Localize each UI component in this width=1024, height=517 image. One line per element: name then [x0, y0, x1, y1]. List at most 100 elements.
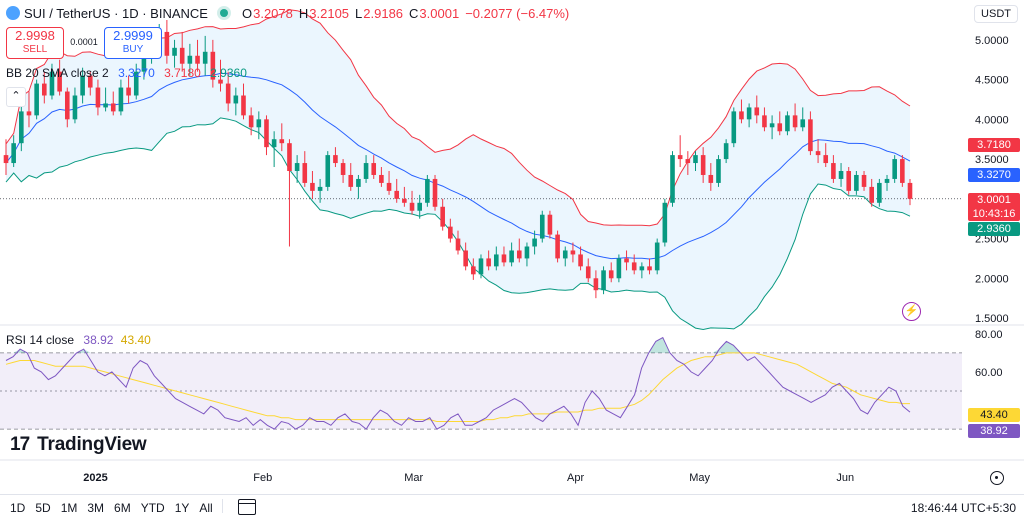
range-1m[interactable]: 1M [60, 501, 78, 515]
candle-body [11, 143, 16, 164]
candle-body [179, 47, 185, 64]
candle [64, 87, 70, 128]
candle [425, 174, 430, 207]
candle-body [202, 51, 208, 64]
candle-body [754, 107, 760, 116]
candle [87, 71, 93, 96]
settings-icon[interactable] [990, 471, 1004, 485]
candle-body [402, 198, 407, 203]
band-fill [6, 9, 910, 330]
bb-upper-value: 3.7180 [164, 66, 201, 80]
candle [248, 107, 254, 136]
candle [539, 210, 545, 243]
candle [294, 155, 300, 183]
candle-body [677, 155, 683, 160]
candle [386, 171, 392, 195]
bb-legend[interactable]: BB 20 SMA close 2 3.3270 3.7180 2.9360 [6, 66, 253, 80]
sell-button[interactable]: 2.9998 SELL [6, 27, 64, 59]
candle-body [585, 266, 591, 279]
candle [762, 107, 767, 132]
tradingview-logo[interactable]: 17 TradingView [10, 434, 147, 456]
clock-display[interactable]: 18:46:44 UTC+5:30 [910, 501, 1016, 515]
candle-body [463, 250, 468, 267]
candle [279, 123, 285, 152]
candle [739, 99, 744, 124]
lightning-icon[interactable]: ⚡ [902, 302, 921, 321]
countdown-value: 10:43:16 [972, 208, 1016, 220]
candle [486, 250, 491, 271]
candle-body [509, 250, 514, 263]
currency-selector[interactable]: USDT [974, 5, 1018, 23]
calendar-icon[interactable] [238, 499, 256, 515]
range-ytd[interactable]: YTD [140, 501, 165, 515]
candle-body [279, 139, 285, 144]
candle-body [792, 115, 798, 128]
range-6m[interactable]: 6M [114, 501, 131, 515]
candle-body [823, 155, 829, 164]
candle [356, 174, 361, 199]
range-1y[interactable]: 1Y [174, 501, 190, 515]
candle-body [26, 111, 32, 116]
toolbar-divider [222, 499, 223, 513]
close-value: 3.0001 [419, 5, 460, 21]
collapse-legend-button[interactable]: ⌃ [6, 87, 26, 107]
candle-body [631, 262, 637, 271]
price-tick-label: 2.5000 [975, 234, 1009, 246]
candle-body [562, 250, 568, 259]
candle-body [126, 87, 131, 96]
rsi-legend[interactable]: RSI 14 close 38.92 43.40 [6, 333, 151, 347]
candle-body [601, 270, 606, 291]
candle-body [448, 226, 453, 239]
candle [187, 43, 193, 76]
candle-body [371, 163, 377, 175]
candle-body [647, 266, 652, 271]
time-tick-label: 2025 [83, 472, 107, 484]
upper-band-tag: 3.7180 [968, 138, 1020, 152]
candle [363, 155, 369, 183]
price-tick-label: 2.0000 [975, 273, 1009, 285]
candle-body [662, 202, 668, 243]
candle-body [532, 238, 537, 247]
candle [49, 63, 55, 100]
candle [731, 107, 737, 148]
candle [72, 87, 78, 124]
time-tick-label: Feb [253, 472, 272, 484]
candle-body [164, 31, 170, 56]
buy-button[interactable]: 2.9999 BUY [104, 27, 162, 59]
candle-body [854, 174, 859, 191]
candle-body [639, 266, 645, 271]
rsi-value-tag: 38.92 [968, 424, 1020, 438]
rsi-ma-value: 43.40 [120, 333, 151, 347]
rsi-name: RSI 14 close [6, 333, 75, 347]
candle [501, 246, 507, 267]
candle [608, 262, 614, 283]
candle-body [608, 270, 614, 279]
candle-body [700, 155, 706, 175]
candle [685, 151, 691, 175]
candle-body [654, 242, 660, 271]
candle-body [455, 238, 461, 251]
candle [585, 258, 591, 283]
candle [654, 238, 660, 275]
range-1d[interactable]: 1D [10, 501, 26, 515]
candle-body [486, 258, 491, 267]
candle-body [325, 155, 331, 187]
candle-body [294, 163, 300, 171]
candle-body [333, 155, 338, 164]
symbol-title[interactable]: SUI / TetherUS · 1D · BINANCE [24, 5, 208, 21]
time-tick-label: Apr [567, 472, 584, 484]
candle [402, 186, 407, 207]
candle-body [746, 107, 752, 120]
range-all[interactable]: All [199, 501, 213, 515]
candle [241, 83, 246, 120]
candle [769, 115, 775, 140]
range-5d[interactable]: 5D [35, 501, 51, 515]
candle-body [118, 87, 124, 112]
candle [869, 178, 874, 207]
candle-body [593, 278, 599, 291]
close-label: C [409, 5, 419, 21]
candle [202, 35, 208, 76]
candle [723, 139, 729, 164]
range-3m[interactable]: 3M [87, 501, 105, 515]
candle [409, 190, 415, 215]
